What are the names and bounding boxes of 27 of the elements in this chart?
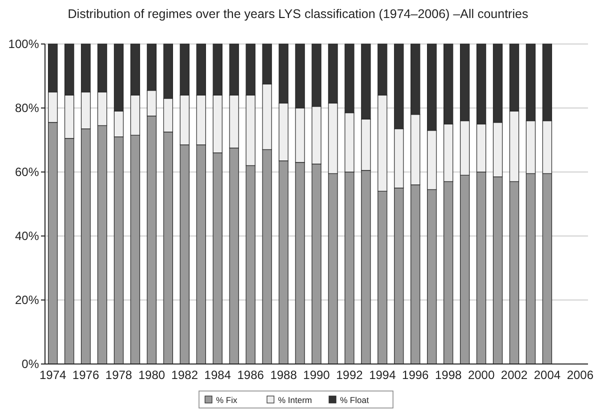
x-tick-label: 1980 — [138, 368, 166, 382]
x-tick-label: 1996 — [402, 368, 430, 382]
y-tick-label: 100% — [8, 37, 40, 52]
x-tick-label: 1994 — [369, 368, 396, 382]
x-tick-label: 1974 — [39, 368, 66, 382]
x-tick-label: 2006 — [566, 368, 594, 382]
legend-label: % Float — [340, 394, 370, 405]
y-tick-label: 0% — [22, 357, 40, 372]
chart-title: Distribution of regimes over the years LYS classification (1974–2006) –All countries — [68, 7, 528, 21]
x-tick-label: 1978 — [105, 368, 132, 382]
y-tick-label: 20% — [14, 293, 40, 308]
x-tick-label: 1976 — [72, 368, 100, 382]
y-tick-label: 40% — [14, 229, 40, 244]
x-tick-label: 1992 — [336, 368, 364, 382]
x-tick-label: 2004 — [534, 368, 561, 382]
x-tick-label: 2000 — [468, 368, 495, 382]
y-tick-label: 60% — [14, 165, 40, 180]
x-tick-label: 1982 — [171, 368, 198, 382]
y-tick-label: 80% — [14, 101, 40, 116]
x-tick-label: 1990 — [303, 368, 330, 382]
x-tick-label: 1998 — [434, 368, 462, 382]
x-tick-label: 1986 — [237, 368, 264, 382]
x-tick-label: 2002 — [500, 368, 528, 382]
legend-label: % Fix — [216, 394, 238, 405]
legend-label: % Interm — [278, 394, 312, 405]
x-tick-label: 1988 — [270, 368, 298, 382]
x-tick-label: 1984 — [204, 368, 232, 382]
